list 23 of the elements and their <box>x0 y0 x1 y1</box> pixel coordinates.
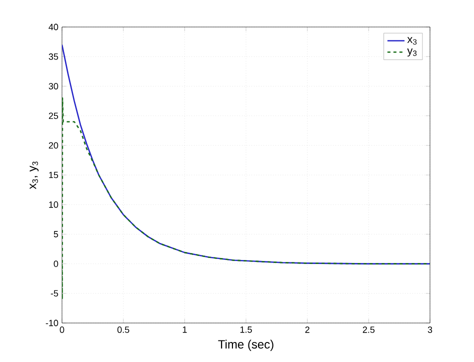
x-tick-label: 0 <box>60 326 64 333</box>
x-tick-label: 1.5 <box>240 326 252 333</box>
y-tick-label: 0 <box>54 260 58 267</box>
y-axis-title: x$_{3}$, y$_{3}$ <box>30 162 39 190</box>
line-series <box>62 44 430 264</box>
legend-label: x$_{3}$ <box>407 37 417 45</box>
x-tick-label: 2 <box>305 326 310 333</box>
legend-label: y$_{3}$ <box>407 48 417 57</box>
y-tick-label: 30 <box>48 83 58 90</box>
y-tick-label: 5 <box>54 231 58 238</box>
x-tick-label: 0.5 <box>117 326 130 333</box>
x-axis-title: Time (sec) <box>218 340 274 351</box>
y-tick-label: 40 <box>48 24 58 30</box>
y-tick-label: 10 <box>49 201 58 208</box>
y-tick-label: 35 <box>48 53 58 60</box>
y-tick-label: 25 <box>48 112 58 119</box>
y-tick-label: 20 <box>48 142 58 149</box>
x-tick-label: 1 <box>182 326 187 333</box>
y-tick-label: -5 <box>50 290 58 297</box>
y-tick-label: 15 <box>49 172 58 178</box>
x-tick-label: 3 <box>428 326 432 333</box>
y-tick-label: -10 <box>46 320 58 326</box>
x-tick-label: 2.5 <box>362 326 375 333</box>
